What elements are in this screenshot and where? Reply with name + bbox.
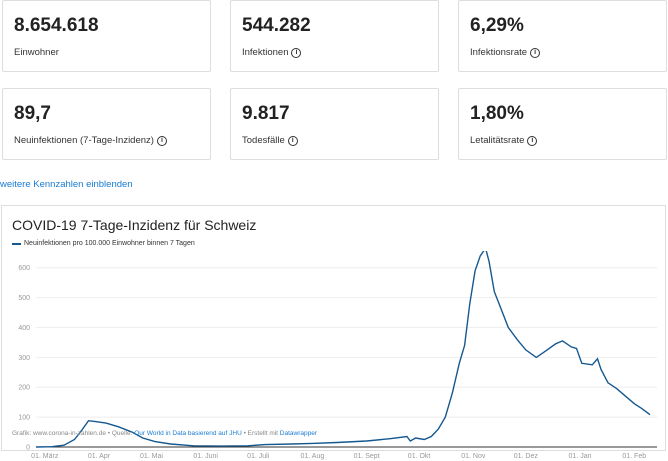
stat-label-row: Letalitätsrate i [470,135,538,146]
x-tick-label: 01. Juli [247,453,270,460]
y-tick-label: 300 [18,355,30,362]
footer-mid: • Erstellt mit [241,430,280,437]
stat-label: Einwohner [14,47,59,58]
stat-value: 89,7 [14,103,51,124]
info-icon[interactable]: i [530,47,541,58]
stat-value: 1,80% [470,103,524,124]
x-tick-label: 01. Sept [354,453,380,460]
datawrapper-link[interactable]: Datawrapper [279,430,318,437]
y-tick-label: 500 [18,295,30,302]
stat-label-row: Neuinfektionen (7-Tage-Inzidenz) i [14,135,167,146]
stat-card: 9.817 Todesfälle i [230,88,439,160]
y-tick-label: 0 [26,445,30,452]
stat-card: 6,29% Infektionsrate i [458,0,667,72]
x-tick-label: 01. Mai [140,453,163,460]
x-tick-label: 01. Juni [193,453,218,460]
y-tick-label: 400 [18,325,30,332]
y-tick-label: 200 [18,385,30,392]
stat-card: 1,80% Letalitätsrate i [458,88,667,160]
stat-label-row: Todesfälle i [242,135,298,146]
x-tick-label: 01. Jan [569,453,592,460]
x-tick-label: 01. Apr [88,453,111,460]
chart-title: COVID-19 7-Tage-Inzidenz für Schweiz [12,217,257,233]
stat-label: Letalitätsrate [470,135,525,146]
stat-card: 89,7 Neuinfektionen (7-Tage-Inzidenz) i [2,88,211,160]
legend-swatch [12,242,21,245]
y-tick-label: 100 [18,415,30,422]
info-icon[interactable]: i [527,135,538,146]
chart-legend: Neuinfektionen pro 100.000 Einwohner bin… [12,240,195,247]
stat-value: 6,29% [470,15,524,36]
legend-label: Neuinfektionen pro 100.000 Einwohner bin… [24,240,195,247]
x-tick-label: 01. Feb [622,453,646,460]
y-tick-label: 600 [18,265,30,272]
chart-footer: Grafik: www.corona-in-zahlen.de • Quelle… [12,430,317,437]
stat-label: Infektionen [242,47,289,58]
info-icon[interactable]: i [291,47,302,58]
stat-value: 8.654.618 [14,15,99,36]
show-more-link[interactable]: weitere Kennzahlen einblenden [0,179,133,190]
stat-label-row: Infektionen i [242,47,302,58]
stat-label: Infektionsrate [470,47,528,58]
x-tick-label: 01. Nov [461,453,486,460]
stat-card: 544.282 Infektionen i [230,0,439,72]
stat-label: Todesfälle [242,135,285,146]
stat-label: Neuinfektionen (7-Tage-Inzidenz) [14,135,154,146]
series-line [35,251,651,448]
source-link[interactable]: Our World in Data basierend auf JHU [134,430,242,437]
stat-label-row: Infektionsrate i [470,47,541,58]
stat-value: 9.817 [242,103,290,124]
footer-prefix: Grafik: www.corona-in-zahlen.de • Quelle… [12,430,135,437]
x-tick-label: 01. Dez [514,453,539,460]
x-tick-label: 01. März [31,453,59,460]
stat-card: 8.654.618 Einwohner [2,0,211,72]
stat-value: 544.282 [242,15,311,36]
x-tick-label: 01. Aug [301,453,325,460]
stat-label-row: Einwohner [14,47,59,58]
info-icon[interactable]: i [156,135,167,146]
info-icon[interactable]: i [287,135,298,146]
x-tick-label: 01. Okt [408,453,431,460]
chart-panel: COVID-19 7-Tage-Inzidenz für Schweiz Neu… [1,205,666,460]
